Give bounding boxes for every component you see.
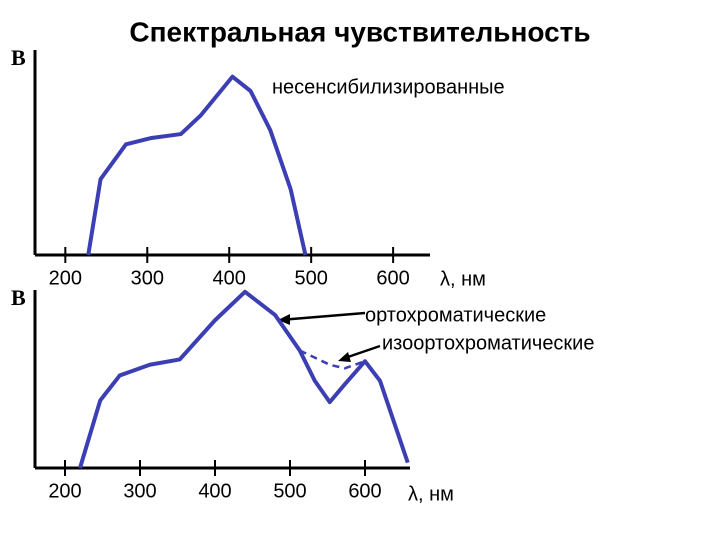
series-label: несенсибилизированные [272,76,505,98]
arrow-head [278,314,290,325]
y-axis-label: B [11,45,26,70]
x-axis-label: λ, нм [440,268,486,290]
x-tick-label: 300 [123,480,156,502]
x-tick-label: 500 [273,480,306,502]
curve [299,349,366,370]
arrow [279,311,366,322]
x-tick-label: 600 [348,480,381,502]
x-tick-label: 200 [48,480,81,502]
series-label: изоортохроматические [382,332,594,354]
x-tick-label: 500 [294,267,327,289]
x-tick-label: 600 [376,267,409,289]
curve [86,74,308,256]
y-axis-label: B [11,285,26,310]
x-tick-label: 300 [131,267,164,289]
arrow [344,344,381,360]
series-label: ортохроматические [365,304,546,326]
x-tick-label: 200 [49,267,82,289]
title: Спектральная чувствительность [129,16,590,47]
curve [78,289,410,469]
x-tick-label: 400 [198,480,231,502]
arrow-head [338,352,351,362]
x-axis-label: λ, нм [408,483,454,505]
x-tick-label: 400 [213,267,246,289]
